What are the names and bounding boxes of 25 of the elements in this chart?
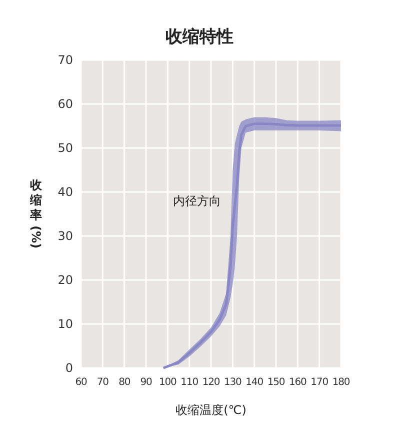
- x-tick-label: 150: [267, 377, 285, 388]
- x-tick-label: 70: [96, 377, 109, 388]
- y-tick-label: 20: [58, 273, 73, 287]
- y-tick-label: 10: [58, 317, 73, 331]
- y-tick-label: 50: [58, 141, 73, 155]
- y-tick-label: 70: [58, 53, 73, 67]
- y-tick-label: 40: [58, 185, 73, 199]
- y-tick-label: 30: [58, 229, 73, 243]
- y-tick-label: 60: [58, 97, 73, 111]
- x-tick-label: 90: [140, 377, 152, 388]
- x-tick-label: 100: [159, 377, 177, 388]
- x-tick-label: 140: [246, 377, 264, 388]
- series-label: 内径方向: [172, 194, 221, 208]
- y-axis-title: 收缩率(%): [29, 178, 43, 248]
- chart-title: 收缩特性: [166, 27, 234, 47]
- y-tick-label: 0: [65, 361, 73, 375]
- x-tick-label: 130: [224, 377, 242, 388]
- x-tick-label: 180: [332, 377, 350, 388]
- x-tick-label: 60: [75, 377, 87, 388]
- x-axis-title: 收缩温度(℃): [176, 403, 246, 417]
- x-tick-label: 120: [202, 377, 220, 388]
- x-tick-label: 80: [118, 377, 130, 388]
- x-tick-label: 170: [310, 377, 328, 388]
- x-tick-label: 110: [180, 377, 198, 388]
- x-tick-label: 160: [289, 377, 307, 388]
